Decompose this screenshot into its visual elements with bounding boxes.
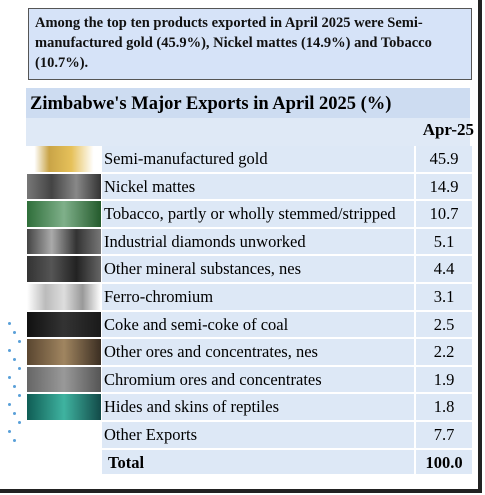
decoration <box>8 430 11 433</box>
product-image <box>27 201 101 229</box>
frame <box>0 489 482 493</box>
callout: Among the top ten products exported in A… <box>28 8 472 80</box>
value: 5.1 <box>416 228 472 257</box>
product-label: Chromium ores and concentrates <box>102 366 414 395</box>
product-image <box>27 256 101 284</box>
product-label: Other mineral substances, nes <box>102 256 414 284</box>
value: 14.9 <box>416 173 472 202</box>
value: 45.9 <box>416 146 472 174</box>
product-label: Ferro-chromium <box>102 284 414 312</box>
value: 10.7 <box>416 201 472 229</box>
decoration <box>13 439 16 442</box>
column-header: Apr-25 <box>422 120 474 139</box>
decoration <box>8 376 11 379</box>
table-title: Zimbabwe's Major Exports in April 2025 (… <box>26 88 470 118</box>
product-image <box>27 173 101 202</box>
decoration <box>18 340 21 343</box>
product-label: Tobacco, partly or wholly stemmed/stripp… <box>102 201 414 229</box>
product-image <box>27 339 101 367</box>
decoration <box>18 421 21 424</box>
product-label: Coke and semi-coke of coal <box>102 311 414 340</box>
value: 1.8 <box>416 394 472 422</box>
product-label: Semi-manufactured gold <box>102 146 414 174</box>
decoration <box>8 403 11 406</box>
decoration <box>18 394 21 397</box>
decoration <box>13 358 16 361</box>
decoration <box>13 385 16 388</box>
product-image <box>27 284 101 312</box>
product-image <box>27 422 101 450</box>
decoration <box>13 412 16 415</box>
value: 7.7 <box>416 422 472 450</box>
product-label: Nickel mattes <box>102 173 414 202</box>
total-value: 100.0 <box>416 449 472 476</box>
product-image <box>27 311 101 340</box>
product-label: Industrial diamonds unworked <box>102 228 414 257</box>
value: 1.9 <box>416 366 472 395</box>
header-row: Apr-25 <box>26 118 474 146</box>
product-image <box>27 146 101 174</box>
product-label: Hides and skins of reptiles <box>102 394 414 422</box>
value: 4.4 <box>416 256 472 284</box>
decoration <box>8 349 11 352</box>
value: 2.2 <box>416 339 472 367</box>
product-label: Other ores and concentrates, nes <box>102 339 414 367</box>
product-image <box>27 366 101 395</box>
decoration <box>8 322 11 325</box>
product-image <box>27 228 101 257</box>
decoration <box>13 331 16 334</box>
decoration <box>18 367 21 370</box>
frame <box>478 0 482 493</box>
product-label: Other Exports <box>102 422 414 450</box>
product-image <box>27 394 101 422</box>
total-label: Total <box>102 449 414 476</box>
value: 2.5 <box>416 311 472 340</box>
value: 3.1 <box>416 284 472 312</box>
